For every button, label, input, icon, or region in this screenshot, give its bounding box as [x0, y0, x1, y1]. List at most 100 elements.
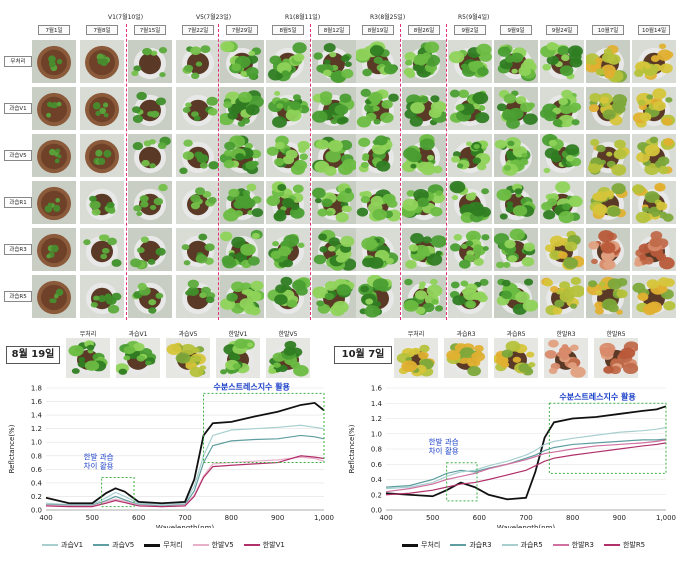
- y-tick-label: 0.6: [371, 461, 383, 469]
- y-tick-label: 0.8: [371, 446, 382, 454]
- annotation-small: 한발 과습: [84, 452, 114, 461]
- legend-label: 무처리: [421, 541, 441, 549]
- plant-photo: [220, 87, 264, 130]
- row-label: 과습R1: [4, 197, 32, 208]
- plant-photo: [448, 134, 492, 177]
- legend-swatch: [192, 544, 209, 546]
- y-axis-label: Reflctance(%): [8, 424, 16, 473]
- plant-photo: [540, 275, 584, 318]
- plant-photo: [220, 275, 264, 318]
- legend-swatch: [42, 544, 58, 546]
- plant-photo: [32, 134, 76, 177]
- plant-photo: [80, 181, 124, 224]
- thumb-photo: [66, 338, 110, 378]
- x-tick-label: 600: [132, 514, 145, 522]
- plant-photo: [32, 181, 76, 224]
- plant-photo: [80, 40, 124, 83]
- x-tick-label: 1,000: [314, 514, 334, 522]
- plant-photo: [586, 181, 630, 224]
- plant-photo: [176, 87, 220, 130]
- y-tick-label: 1.6: [31, 398, 43, 406]
- left-reflectance-chart: 0.0 0.2 0.4 0.6 0.8 1.0 1.2 1.4 1.6 1.8 400 500 600 7…: [8, 381, 334, 528]
- plant-photo: [494, 275, 538, 318]
- date-label: 10월7일: [592, 25, 624, 35]
- plant-photo: [632, 181, 676, 224]
- thumb-photo: [266, 338, 310, 378]
- y-tick-label: 0.2: [371, 491, 382, 499]
- legend-label: 한발R5: [622, 541, 646, 549]
- thumb-photo: [116, 338, 160, 378]
- y-tick-label: 0.2: [31, 493, 42, 501]
- highlight-box: [101, 476, 135, 508]
- plant-photo: [402, 228, 446, 271]
- plant-photo: [632, 275, 676, 318]
- legend-label: 한발V1: [262, 541, 285, 549]
- stage-label: R3(8월25일): [370, 14, 406, 21]
- y-tick-label: 0.0: [371, 507, 382, 515]
- plant-photo: [494, 134, 538, 177]
- right-date-label: 10월 7일: [334, 346, 392, 364]
- plant-photo: [586, 134, 630, 177]
- plant-photo: [312, 275, 356, 318]
- x-tick-label: 900: [271, 514, 284, 522]
- thumb-photo: [166, 338, 210, 378]
- legend-item: 무처리: [402, 540, 440, 550]
- plant-photo: [494, 228, 538, 271]
- legend-item: 한발V1: [243, 540, 285, 550]
- date-label: 8월26일: [408, 25, 440, 35]
- thumb-photo: [594, 338, 638, 378]
- plant-photo: [220, 40, 264, 83]
- x-tick-label: 500: [86, 514, 99, 522]
- plant-photo: [176, 181, 220, 224]
- annotation-main: 수분스트레스지수 활용: [559, 391, 636, 401]
- plant-photo: [586, 87, 630, 130]
- legend-item: 한발R3: [552, 540, 594, 550]
- date-label: 7월22일: [182, 25, 214, 35]
- series-line: [45, 424, 325, 506]
- date-label: 9월24일: [546, 25, 578, 35]
- x-axis-label: Wavelength(nm): [497, 524, 556, 528]
- thumb-label: 과습R5: [506, 331, 526, 338]
- x-tick-label: 700: [519, 514, 532, 522]
- stage-divider: [446, 24, 447, 320]
- plant-photo: [266, 228, 310, 271]
- legend-label: 과습V5: [112, 541, 135, 549]
- plant-photo: [540, 181, 584, 224]
- date-label: 9월2일: [454, 25, 486, 35]
- plant-photo: [80, 134, 124, 177]
- y-tick-label: 1.0: [31, 439, 42, 447]
- plant-photo: [448, 275, 492, 318]
- legend-swatch: [552, 544, 569, 546]
- annotation-small: 차이 활용: [429, 446, 459, 456]
- plant-photo: [356, 181, 400, 224]
- annotation-small: 한발 과습: [429, 438, 459, 447]
- date-label: 8월19일: [362, 25, 394, 35]
- plant-photo: [356, 228, 400, 271]
- plant-photo: [586, 40, 630, 83]
- plant-photo: [356, 275, 400, 318]
- x-tick-label: 800: [225, 514, 238, 522]
- series-line: [385, 427, 667, 490]
- legend-swatch: [144, 543, 161, 547]
- series-line: [385, 439, 667, 493]
- plant-photo: [494, 181, 538, 224]
- date-label: 8월5일: [272, 25, 304, 35]
- plant-photo: [402, 134, 446, 177]
- thumb-photo: [444, 338, 488, 378]
- plant-photo: [586, 228, 630, 271]
- plant-photo: [32, 87, 76, 130]
- plant-photo: [494, 40, 538, 83]
- plant-photo: [540, 40, 584, 83]
- plant-photo: [540, 228, 584, 271]
- thumb-label: 한발V5: [278, 331, 298, 338]
- thumb-photo: [394, 338, 438, 378]
- stage-divider: [400, 24, 401, 320]
- plant-photo: [128, 134, 172, 177]
- row-label: 무처리: [4, 56, 32, 67]
- thumb-label: 무처리: [79, 331, 97, 338]
- legend-label: 무처리: [163, 541, 183, 549]
- legend-swatch: [501, 544, 518, 546]
- stage-divider: [126, 24, 127, 320]
- plant-photo: [540, 134, 584, 177]
- plant-photo: [32, 228, 76, 271]
